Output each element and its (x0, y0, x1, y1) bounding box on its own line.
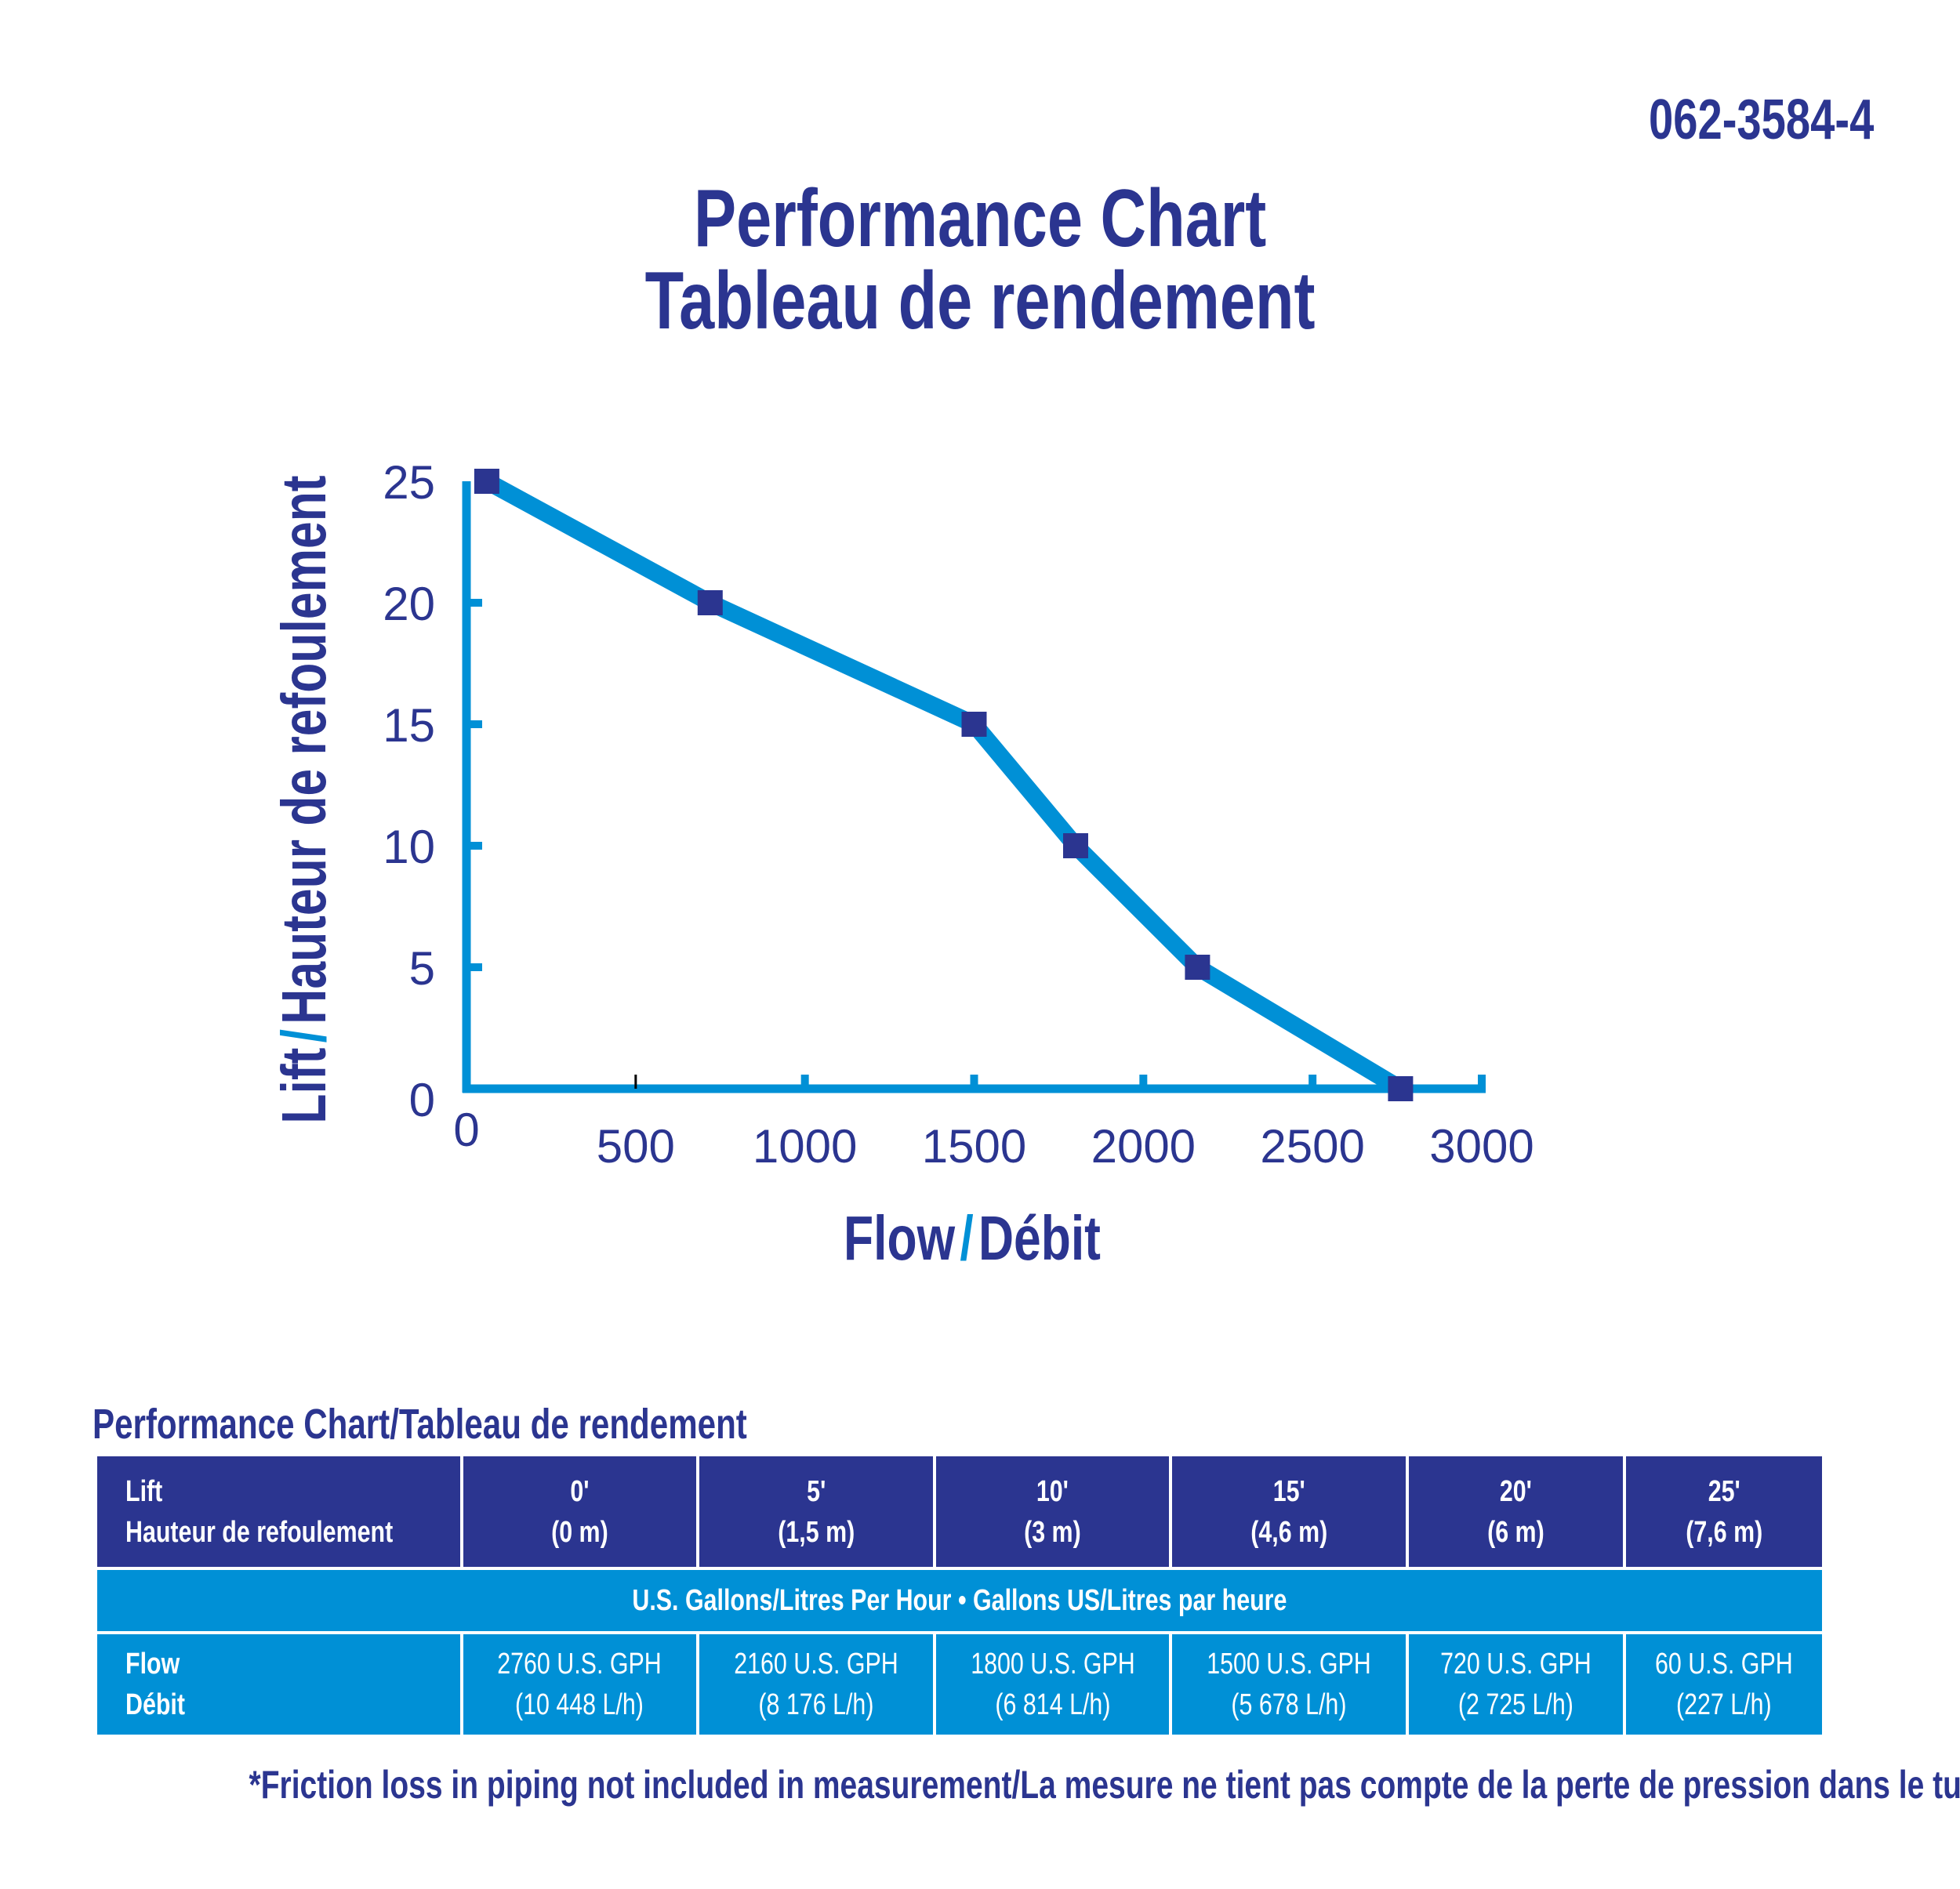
flow-cell: 720 U.S. GPH (2 725 L/h) (1408, 1634, 1624, 1735)
flow-cell: 2760 U.S. GPH (10 448 L/h) (463, 1634, 697, 1735)
units-band: U.S. Gallons/Litres Per Hour • Gallons U… (97, 1570, 1822, 1631)
data-point-marker (1185, 955, 1210, 980)
svg-text:Lift/Hauteur de refoulement: Lift/Hauteur de refoulement (270, 475, 339, 1123)
part-number: 062-3584-4 (1648, 89, 1874, 151)
x-tick-label: 2500 (1260, 1120, 1364, 1173)
performance-table: Lift Hauteur de refoulement 0' (0 m) 5' (1,… (94, 1453, 1825, 1738)
y-tick-label: 15 (383, 699, 435, 752)
flow-cell: 60 U.S. GPH (227 L/h) (1626, 1634, 1822, 1735)
lift-cell: 20' (6 m) (1408, 1456, 1624, 1567)
chart-title: Performance Chart (693, 173, 1267, 264)
flow-header: Flow Débit (97, 1634, 460, 1735)
lift-cell: 25' (7,6 m) (1626, 1456, 1822, 1567)
lift-cell: 15' (4,6 m) (1172, 1456, 1406, 1567)
data-point-marker (1063, 833, 1088, 858)
lift-row: Lift Hauteur de refoulement 0' (0 m) 5' (1,… (97, 1456, 1822, 1567)
x-tick-label: 1000 (753, 1120, 857, 1173)
x-tick-label: 0 (453, 1104, 479, 1156)
x-tick-label: 2000 (1091, 1120, 1196, 1173)
svg-text:Flow/Débit: Flow/Débit (844, 1204, 1101, 1274)
data-point-marker (1388, 1076, 1414, 1101)
chart-subtitle: Tableau de rendement (644, 256, 1316, 346)
y-tick-label: 0 (409, 1074, 435, 1126)
x-tick-label: 3000 (1429, 1120, 1534, 1173)
lift-cell: 5' (1,5 m) (699, 1456, 933, 1567)
data-point-marker (697, 590, 723, 615)
x-axis-label: Flow/Débit (844, 1204, 1101, 1274)
data-point-marker (474, 469, 499, 494)
performance-chart: 0 5 10 15 20 25 0 500 1000 1500 2000 2500 3000 Flow/… (270, 456, 1534, 1274)
data-point-marker (961, 712, 987, 737)
footnote: *Friction loss in piping not included in… (249, 1763, 1960, 1807)
flow-cell: 2160 U.S. GPH (8 176 L/h) (699, 1634, 933, 1735)
y-tick-label: 5 (409, 942, 435, 995)
flow-row: Flow Débit 2760 U.S. GPH (10 448 L/h) 2160… (97, 1634, 1822, 1735)
flow-cell: 1500 U.S. GPH (5 678 L/h) (1172, 1634, 1406, 1735)
y-tick-label: 20 (383, 578, 435, 630)
lift-cell: 0' (0 m) (463, 1456, 697, 1567)
performance-curve (482, 473, 1406, 1097)
y-axis-label: Lift/Hauteur de refoulement (270, 475, 339, 1123)
y-tick-label: 10 (383, 821, 435, 873)
flow-cell: 1800 U.S. GPH (6 814 L/h) (935, 1634, 1170, 1735)
units-row: U.S. Gallons/Litres Per Hour • Gallons U… (97, 1570, 1822, 1631)
lift-cell: 10' (3 m) (935, 1456, 1170, 1567)
lift-header: Lift Hauteur de refoulement (97, 1456, 460, 1567)
x-tick-label: 500 (597, 1120, 675, 1173)
y-tick-label: 25 (383, 456, 435, 509)
x-tick-label: 1500 (922, 1120, 1026, 1173)
table-title: Performance Chart/Tableau de rendement (93, 1401, 747, 1448)
